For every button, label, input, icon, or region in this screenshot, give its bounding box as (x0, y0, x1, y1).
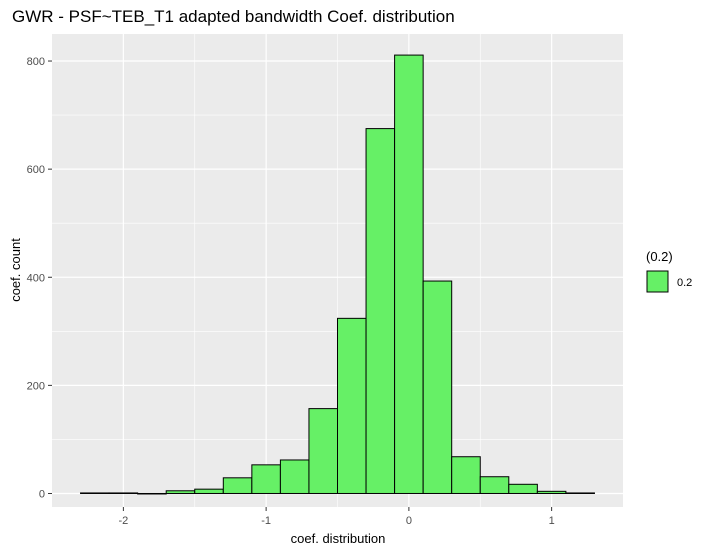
histogram-bar (337, 317, 367, 494)
legend: (0.2) 0.2 (646, 249, 692, 293)
histogram-bar (365, 128, 396, 494)
histogram-bar (508, 483, 538, 494)
x-axis-ticks: -2 -1 0 1 (118, 507, 555, 527)
y-tick-label: 200 (27, 380, 45, 392)
legend-title: (0.2) (646, 249, 673, 264)
histogram-bar (536, 490, 567, 494)
histogram-bar (565, 492, 595, 494)
histogram-bar (308, 408, 339, 494)
y-tick-label: 600 (27, 164, 45, 176)
histogram-bar (108, 492, 139, 494)
x-axis-title: coef. distribution (291, 531, 386, 546)
histogram-bar (394, 54, 424, 494)
histogram-bar (479, 476, 510, 494)
histogram-bar (451, 456, 481, 494)
histogram-bar (194, 488, 224, 494)
y-tick-label: 0 (39, 488, 45, 500)
histogram-bar (279, 459, 310, 494)
histogram-bar (222, 477, 253, 494)
histogram-bar (165, 490, 196, 494)
legend-key-swatch (646, 270, 669, 293)
legend-item-label: 0.2 (677, 277, 692, 289)
x-tick-label: 0 (406, 515, 412, 527)
x-tick-label: -2 (118, 515, 128, 527)
histogram-bar (251, 464, 281, 494)
histogram-bar (137, 492, 167, 495)
histogram-bar (422, 280, 453, 494)
chart-title: GWR - PSF~TEB_T1 adapted bandwidth Coef.… (12, 7, 455, 26)
histogram-bar (80, 492, 110, 494)
x-tick-label: -1 (261, 515, 271, 527)
x-tick-label: 1 (549, 515, 555, 527)
y-tick-label: 400 (27, 272, 45, 284)
y-tick-label: 800 (27, 56, 45, 68)
y-axis-ticks: 0 200 400 600 800 (27, 56, 52, 500)
y-axis-title: coef. count (8, 238, 23, 302)
histogram-bars (80, 54, 595, 495)
